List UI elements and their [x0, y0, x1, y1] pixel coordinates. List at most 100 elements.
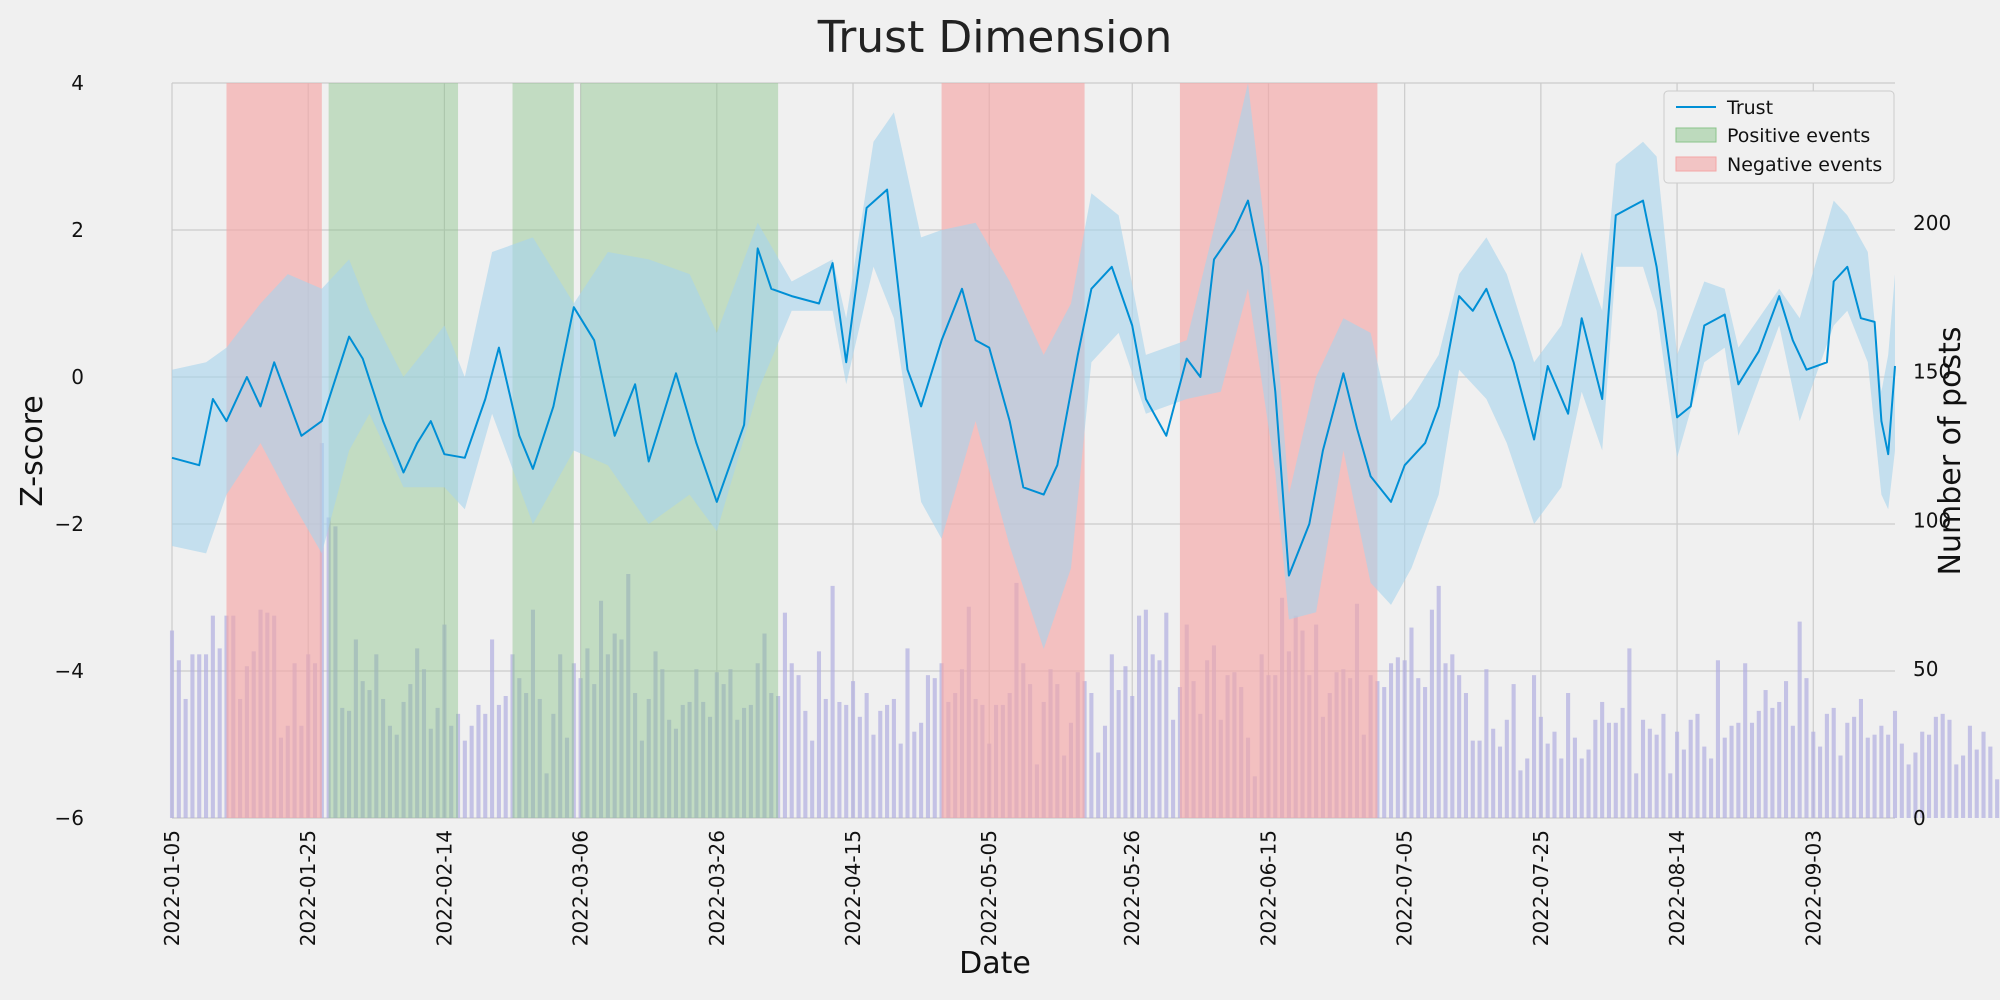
- posts-bar: [1593, 719, 1598, 818]
- x-tick-label: 2022-05-26: [1120, 830, 1144, 946]
- posts-bar: [898, 743, 903, 818]
- posts-bar: [1886, 734, 1891, 818]
- posts-bar: [1436, 585, 1441, 818]
- posts-bar: [1920, 731, 1925, 818]
- posts-bar: [1640, 719, 1646, 818]
- posts-bar: [1647, 728, 1652, 818]
- posts-bar: [1423, 687, 1428, 818]
- posts-bar: [762, 633, 767, 818]
- posts-bar: [1961, 755, 1966, 818]
- y-left-tick-label: −2: [55, 512, 84, 536]
- posts-bar: [1511, 684, 1516, 818]
- posts-bar: [680, 704, 685, 818]
- posts-bar: [1164, 612, 1169, 818]
- posts-bar: [503, 695, 508, 818]
- posts-bar: [428, 728, 433, 818]
- posts-bar: [558, 654, 563, 818]
- posts-bar: [701, 701, 706, 818]
- posts-bar: [217, 648, 222, 818]
- posts-bar: [510, 654, 515, 818]
- posts-bar: [1940, 713, 1945, 818]
- posts-bar: [210, 615, 215, 818]
- posts-bar: [564, 737, 570, 818]
- posts-bar: [823, 698, 828, 818]
- posts-bar: [1137, 615, 1142, 818]
- posts-bar: [721, 684, 726, 818]
- posts-bar: [660, 669, 665, 818]
- posts-bar: [449, 725, 454, 818]
- posts-bar: [353, 639, 358, 818]
- posts-bar: [1709, 758, 1714, 818]
- posts-bar: [1818, 746, 1823, 818]
- posts-bar: [1477, 740, 1482, 818]
- posts-bar: [1702, 746, 1707, 818]
- posts-bar: [1613, 722, 1618, 818]
- posts-bar: [421, 669, 427, 818]
- posts-bar: [1695, 713, 1700, 818]
- x-tick-label: 2022-04-15: [841, 830, 865, 946]
- posts-bar: [1967, 725, 1972, 818]
- posts-bar: [1525, 758, 1530, 818]
- posts-bar: [1845, 722, 1850, 818]
- posts-bar: [1116, 690, 1121, 818]
- posts-bar: [1429, 609, 1434, 818]
- posts-bar: [1559, 758, 1564, 818]
- posts-bar: [626, 573, 631, 818]
- x-tick-label: 2022-03-06: [569, 830, 593, 946]
- posts-bar: [1777, 701, 1782, 818]
- y-left-tick-label: 2: [71, 218, 84, 242]
- posts-bar: [530, 609, 535, 818]
- posts-bar: [619, 639, 624, 818]
- posts-bar: [1586, 749, 1591, 818]
- posts-bar: [1450, 654, 1455, 818]
- y-right-tick-label: 50: [1913, 657, 1938, 681]
- legend-frame: [1663, 90, 1895, 184]
- posts-bar: [850, 681, 856, 818]
- posts-bar: [1906, 764, 1911, 818]
- x-tick-label: 2022-02-14: [432, 830, 456, 946]
- legend-positive-swatch: [1675, 127, 1717, 143]
- x-tick-label: 2022-05-05: [977, 830, 1001, 946]
- posts-bar: [1736, 722, 1741, 818]
- posts-bar: [844, 704, 849, 818]
- posts-bar: [789, 663, 794, 818]
- posts-bar: [1763, 690, 1768, 818]
- posts-bar: [176, 660, 181, 818]
- posts-bar: [755, 663, 760, 818]
- posts-bar: [1620, 707, 1625, 818]
- posts-bar: [435, 707, 440, 818]
- posts-bar: [612, 633, 617, 818]
- y-right-tick-label: 100: [1913, 508, 1951, 532]
- posts-bar: [1402, 660, 1407, 818]
- axes-layer: −6 −4 −2 0 2 4 0 50 100 150 200 2022-01-05 2022-01-2…: [55, 71, 1952, 946]
- posts-bar: [1409, 627, 1414, 818]
- trust-line: [171, 188, 1896, 577]
- x-tick-label: 2022-09-03: [1801, 830, 1825, 946]
- posts-bar: [728, 669, 733, 818]
- posts-bar: [360, 681, 365, 818]
- posts-bar: [1675, 731, 1680, 818]
- trust-confidence-band: [172, 83, 1895, 649]
- posts-bar: [517, 678, 522, 818]
- posts-bar: [1382, 687, 1387, 818]
- posts-bar: [333, 526, 338, 818]
- posts-bar: [483, 713, 488, 818]
- posts-bar: [776, 695, 781, 818]
- y-axis-left-label: Z-score: [15, 395, 50, 506]
- posts-bar: [1688, 719, 1693, 818]
- posts-bar: [633, 693, 638, 818]
- posts-bar: [1981, 731, 1986, 818]
- posts-bar: [169, 630, 175, 818]
- posts-bar: [544, 773, 549, 818]
- y-left-tick-label: 4: [71, 71, 84, 95]
- posts-bar: [1157, 660, 1162, 818]
- posts-bar: [653, 651, 658, 818]
- posts-bar: [1457, 675, 1462, 818]
- posts-bar: [469, 725, 474, 818]
- posts-bar: [1988, 746, 1993, 818]
- posts-bar: [1858, 698, 1863, 818]
- posts-bar: [1491, 728, 1496, 818]
- posts-bar: [1743, 663, 1748, 818]
- posts-bar: [1497, 746, 1503, 818]
